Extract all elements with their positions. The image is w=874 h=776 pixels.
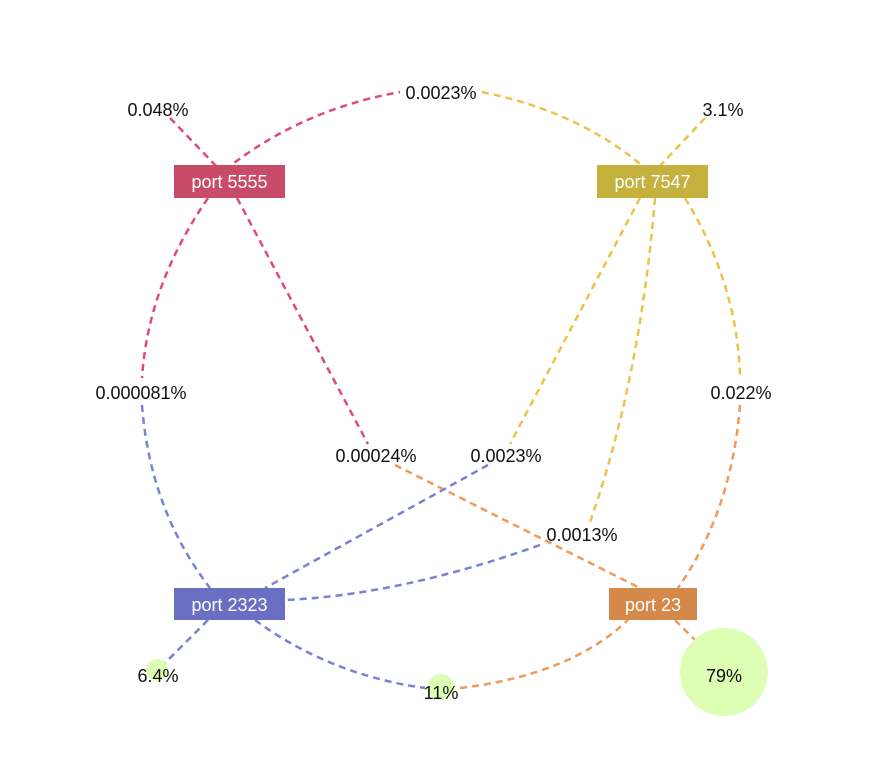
node-port-7547[interactable]: port 7547 [597,165,708,198]
label-l7547-2323: 0.0023% [470,446,541,466]
label-l5555-7547: 0.0023% [405,83,476,103]
node-port-7547-box [597,165,708,198]
edge-7547-2323-a [508,197,642,445]
node-port-2323-label: port 2323 [191,595,267,615]
bubble-23 [680,628,768,716]
label-l5555-23: 0.00024% [335,446,416,466]
edges [140,90,742,690]
bubbles [146,628,768,716]
edge-7547-2323-b [264,463,489,590]
label-b23: 79% [706,666,742,686]
bubble-2323 [146,659,168,681]
node-port-7547-label: port 7547 [614,172,690,192]
node-port-23-box [609,588,697,620]
edge-7547-2323b-b [284,543,541,602]
edge-7547-bubble [659,117,706,167]
edge-7547-23-a [683,197,742,379]
node-port-5555[interactable]: port 5555 [174,165,285,198]
node-port-2323-box [174,588,285,620]
edge-7547-23-b [676,404,742,589]
edge-5555-bubble [169,117,219,169]
edge-23-11-bubble [459,619,629,690]
edge-5555-2323-a [140,197,210,379]
edge-2323-bubble [159,619,209,669]
edge-2323-11-bubble [254,618,426,690]
label-b5555: 0.048% [127,100,188,120]
node-port-2323[interactable]: port 2323 [174,588,285,620]
node-port-23-label: port 23 [625,595,681,615]
edge-23-bubble [674,619,696,641]
node-port-5555-label: port 5555 [191,172,267,192]
label-l7547-2323b: 0.0013% [546,525,617,545]
nodes: port 5555 port 7547 port 2323 port 23 [174,165,708,620]
edge-5555-23-a [235,197,370,445]
edge-labels: 0.0023% 0.000081% 0.00024% 0.0023% 0.001… [95,83,771,545]
bubble-2323-23 [428,674,454,700]
edge-5555-7547-b [481,90,646,169]
edge-7547-2323b-a [588,197,657,523]
label-l5555-2323: 0.000081% [95,383,186,403]
label-b2323-23: 11% [424,683,459,703]
label-l7547-23: 0.022% [710,383,771,403]
edge-5555-2323-b [140,404,211,589]
node-port-23[interactable]: port 23 [609,588,697,620]
edge-5555-7547-a [224,90,401,171]
edge-5555-23-b [394,463,641,590]
label-b2323: 6.4% [137,666,178,686]
label-b7547: 3.1% [702,100,743,120]
node-port-5555-box [174,165,285,198]
bubble-labels: 0.048% 3.1% 6.4% 11% 79% [127,100,743,703]
